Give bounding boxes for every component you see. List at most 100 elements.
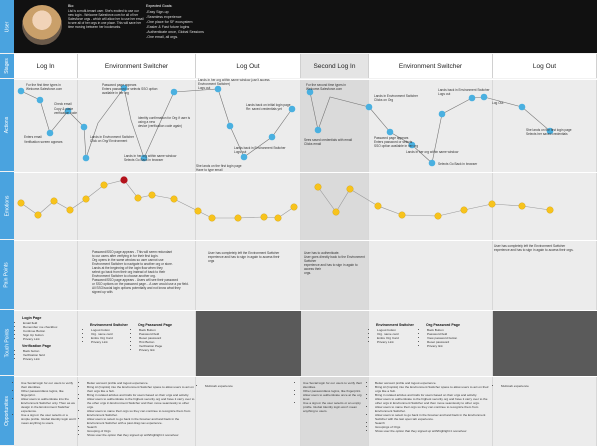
opportunities-row: Use Social login for our users to verify… [14, 376, 597, 446]
sad-emoji-icon [134, 194, 142, 202]
action-note: Lands in her org within same window Sele… [124, 154, 177, 162]
happy-emoji-icon [260, 213, 268, 221]
action-dot [480, 93, 488, 101]
action-note: Lands back in Environment Switcher Logs … [234, 146, 286, 154]
neutral-emoji-icon [82, 195, 90, 203]
action-note: Copy & paste verification code [54, 107, 78, 115]
action-dot [46, 129, 54, 137]
actions-row: For the first time types in Welcome.Sale… [14, 78, 597, 172]
neutral-emoji-icon [346, 185, 354, 193]
action-note: She lands on the first login page Have t… [196, 164, 242, 172]
happy-emoji-icon [194, 207, 202, 215]
action-dot [428, 159, 436, 167]
action-note: Enters email [24, 135, 42, 139]
opportunity-list: Use Social login for our users to verify… [298, 381, 369, 413]
happy-emoji-icon [290, 203, 298, 211]
touch-org-pw-items: Back ButtonPassword fieldReset passwordH… [134, 328, 162, 352]
lane-user: User [0, 0, 14, 53]
action-dot [140, 154, 148, 162]
emotion-curve [17, 176, 554, 222]
neutral-emoji-icon [100, 181, 108, 189]
pain-point: User has to authenticate. User goes dire… [304, 251, 365, 275]
action-dot [468, 94, 476, 102]
happy-emoji-icon [50, 197, 58, 205]
neutral-emoji-icon [148, 191, 156, 199]
action-dot [306, 88, 314, 96]
action-dot [82, 154, 90, 162]
pain-point: User has completely left the Environment… [494, 244, 574, 252]
bio-text: Lisi is a multi-tenant user. She's excit… [68, 9, 144, 29]
action-note: Lands in her org within same window (can… [198, 78, 270, 90]
action-dot [120, 84, 128, 92]
persona-band: Bio: Lisi is a multi-tenant user. She's … [14, 0, 597, 53]
action-note: Check email [54, 102, 72, 106]
touch-points-row: Login Page Email fieldRemember me checkb… [14, 310, 597, 376]
action-note: Verification screen appears [24, 140, 63, 144]
action-dot [240, 153, 248, 161]
bio-label: Bio: [68, 4, 75, 8]
action-note: Selects Go Back in browser [438, 162, 478, 166]
pain-point: Password/SSO page appears - This will se… [92, 250, 189, 294]
stages-band: Log In Environment Switcher Log Out Seco… [14, 54, 597, 78]
happy-emoji-icon [234, 214, 242, 222]
neutral-emoji-icon [314, 183, 322, 191]
happy-emoji-icon [332, 208, 340, 216]
stage-environment-switcher-2: Environment Switcher [369, 54, 493, 78]
happy-emoji-icon [434, 212, 442, 220]
action-dot [518, 103, 526, 111]
action-dot [80, 123, 88, 131]
neutral-emoji-icon [34, 211, 42, 219]
action-dot [438, 110, 446, 118]
touch-org-password-page-2: Org Password Page [426, 323, 460, 327]
pain-point: User has completely left the Environment… [208, 251, 280, 263]
happy-emoji-icon [518, 202, 526, 210]
stage-environment-switcher: Environment Switcher [78, 54, 196, 78]
actions-flow [17, 84, 554, 167]
action-dot [64, 107, 72, 115]
lane-opportunities: Opportunities [0, 376, 14, 445]
lane-stages: Stages [0, 54, 14, 78]
action-dot [214, 85, 222, 93]
touch-empty-cell [493, 311, 597, 376]
action-dot [546, 127, 554, 135]
action-note: Log Out [492, 101, 504, 105]
touch-org-pw-items-2: Back ButtonPassword fieldView password b… [422, 328, 457, 348]
angry-emoji-icon [120, 176, 128, 184]
action-note: Lands back on initial login page Re: sav… [246, 103, 291, 111]
touch-verification-page: Verification Page [22, 344, 51, 348]
goals-label: Expected Goals: [146, 4, 173, 8]
touch-login-items: Email fieldRemember me checkboxContinue … [18, 321, 57, 341]
action-dot [288, 105, 296, 113]
action-dot [386, 128, 394, 136]
action-note: Password page appears Enters password or… [374, 136, 419, 148]
touch-env-items: Logout buttonOrg. name cardEntire Org Ca… [86, 328, 113, 344]
action-dot [268, 133, 276, 141]
action-note: Password page appears Enters password or… [102, 83, 158, 95]
action-dot [17, 87, 25, 95]
touch-org-password-page: Org Password Page [138, 323, 172, 327]
stage-log-out: Log Out [196, 54, 301, 78]
action-note: Lands in Environment Switcher Clicks on … [374, 94, 418, 102]
action-note: Lands back in Environment Switcher Logs … [438, 88, 490, 96]
happy-emoji-icon [66, 206, 74, 214]
action-note: Lands in Environment Switcher Click on O… [90, 135, 134, 143]
emotions-row [14, 172, 597, 240]
happy-emoji-icon [274, 214, 282, 222]
avatar [22, 5, 62, 45]
happy-emoji-icon [460, 206, 468, 214]
action-dot [226, 122, 234, 130]
touch-environment-switcher: Environment Switcher [90, 323, 128, 327]
stage-log-in: Log In [14, 54, 78, 78]
action-note: For the second time types in Welcome.Sal… [306, 83, 347, 91]
pain-points-row: Password/SSO page appears - This will se… [14, 240, 597, 310]
opportunity-list: Multi-tab experience [496, 384, 597, 388]
lane-touch-points: Touch Points [0, 310, 14, 375]
stage-second-log-in: Second Log In [301, 54, 369, 78]
action-dot [170, 88, 178, 96]
action-dot [36, 96, 44, 104]
lane-emotions: Emotions [0, 172, 14, 239]
action-note: Identity confirmation for Org if user is… [138, 116, 191, 128]
action-dot [365, 103, 373, 111]
happy-emoji-icon [17, 199, 25, 207]
lane-pain-points: Pain Points [0, 240, 14, 309]
